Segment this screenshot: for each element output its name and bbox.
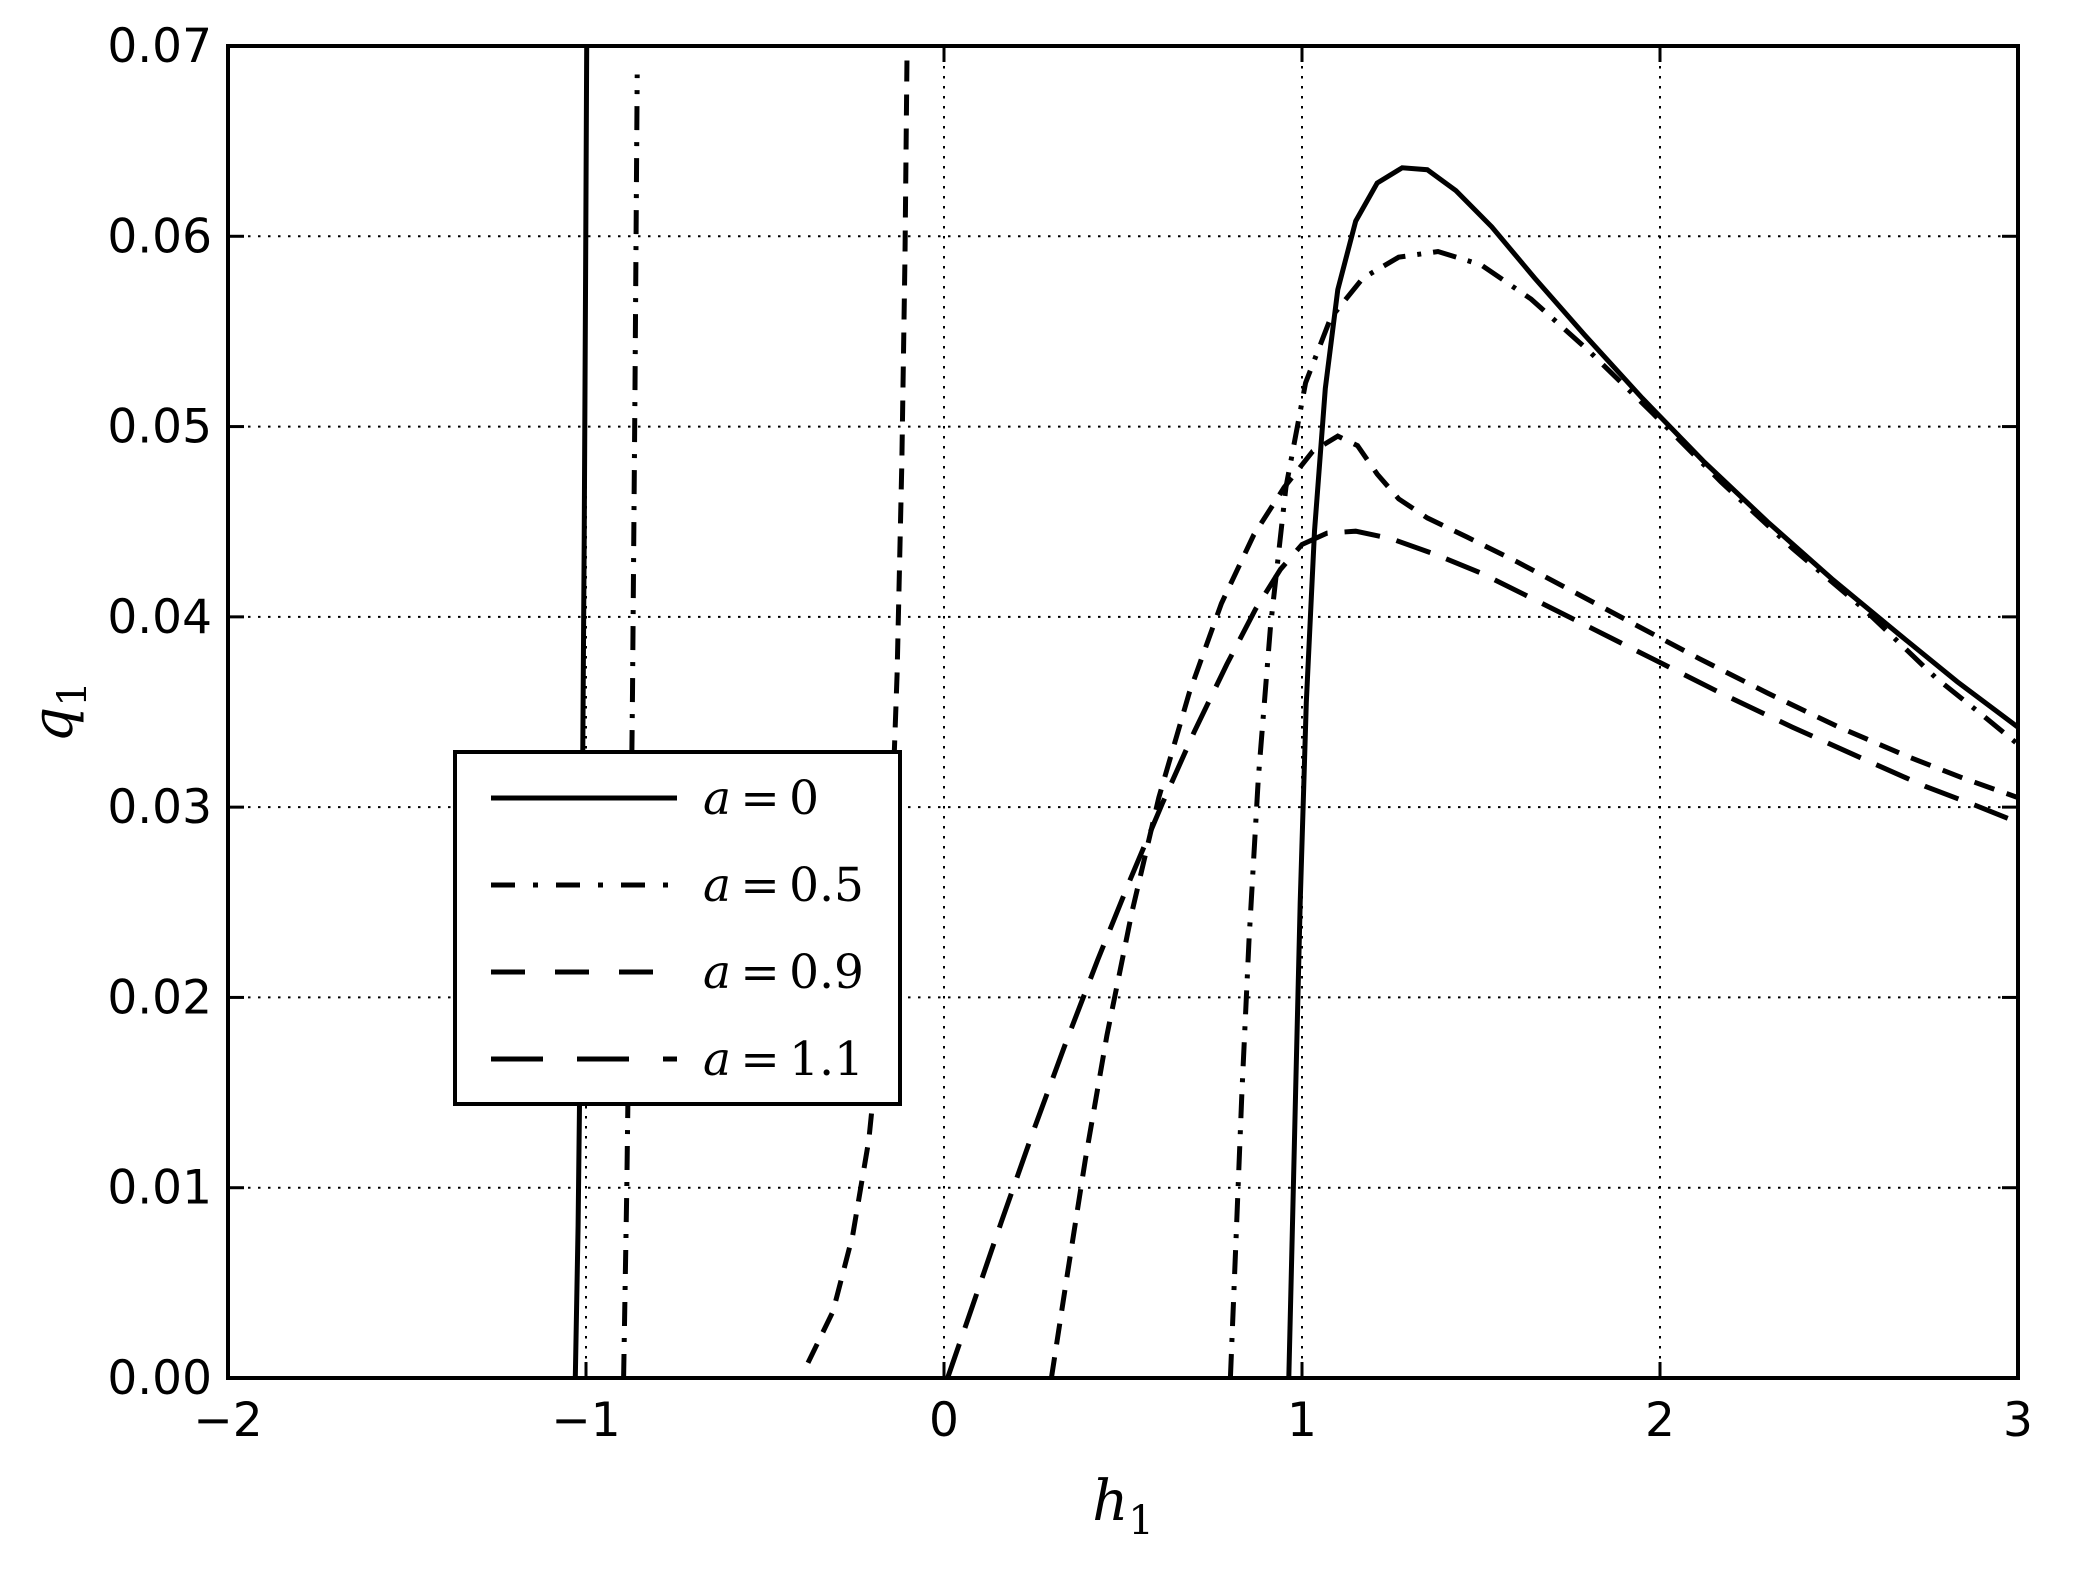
y-tick-label: 0.00 <box>107 1351 212 1406</box>
plot-border <box>226 44 2020 1380</box>
legend-label-value: = 1.1 <box>731 1032 864 1087</box>
legend-label: a = 1.1 <box>703 1032 864 1087</box>
series-line-a0 <box>1286 165 2018 1378</box>
series-line-a0 <box>572 46 590 1378</box>
x-tick-label: 3 <box>2003 1393 2033 1448</box>
y-tick-label: 0.07 <box>107 19 212 74</box>
legend-label: a = 0.9 <box>703 945 864 1000</box>
legend-label-var: a <box>703 858 731 913</box>
x-tick-label: 0 <box>929 1393 959 1448</box>
legend-label: a = 0 <box>703 771 819 826</box>
y-tick-label: 0.04 <box>107 590 212 645</box>
series-line-a1.1 <box>945 528 2018 1378</box>
y-tick-label: 0.03 <box>107 780 212 835</box>
legend-label: a = 0.5 <box>703 858 864 913</box>
legend-label-var: a <box>703 945 731 1000</box>
series-line-a0.9 <box>805 46 910 1364</box>
legend-label-var: a <box>703 1032 731 1087</box>
legend-label-value: = 0.9 <box>731 945 864 1000</box>
legend-box <box>453 750 902 1106</box>
x-axis-label-sub: 1 <box>1128 1498 1153 1544</box>
legend-label-value: = 0 <box>731 771 819 826</box>
legend-label-value: = 0.5 <box>731 858 864 913</box>
series-group <box>572 46 2018 1378</box>
y-axis-label: q1 <box>21 681 96 742</box>
ticks-group <box>226 44 2020 1380</box>
y-tick-label: 0.06 <box>107 209 212 264</box>
series-line-a0.5 <box>621 74 640 1378</box>
x-axis-label-base: h <box>1092 1469 1128 1534</box>
grid-group <box>228 46 2018 1378</box>
tick-labels-group: −2 −1 0 1 2 3 0.00 0.01 0.02 0.03 0.04 0.05 0.06 0.07 <box>107 19 2033 1448</box>
legend-label-var: a <box>703 771 731 826</box>
y-tick-label: 0.05 <box>107 400 212 455</box>
x-axis-label: h1 <box>1092 1469 1154 1544</box>
series-line-a0.9 <box>1048 433 2018 1378</box>
x-tick-label: −2 <box>193 1393 262 1448</box>
x-tick-label: 2 <box>1645 1393 1675 1448</box>
y-tick-label: 0.02 <box>107 970 212 1025</box>
y-axis-label-base: q <box>21 707 86 743</box>
y-tick-label: 0.01 <box>107 1161 212 1216</box>
series-line-a0.5 <box>1227 248 2018 1378</box>
legend: a = 0a = 0.5a = 0.9a = 1.1 <box>453 750 902 1106</box>
x-tick-label: −1 <box>551 1393 620 1448</box>
y-axis-label-sub: 1 <box>50 681 96 706</box>
x-tick-label: 1 <box>1287 1393 1317 1448</box>
